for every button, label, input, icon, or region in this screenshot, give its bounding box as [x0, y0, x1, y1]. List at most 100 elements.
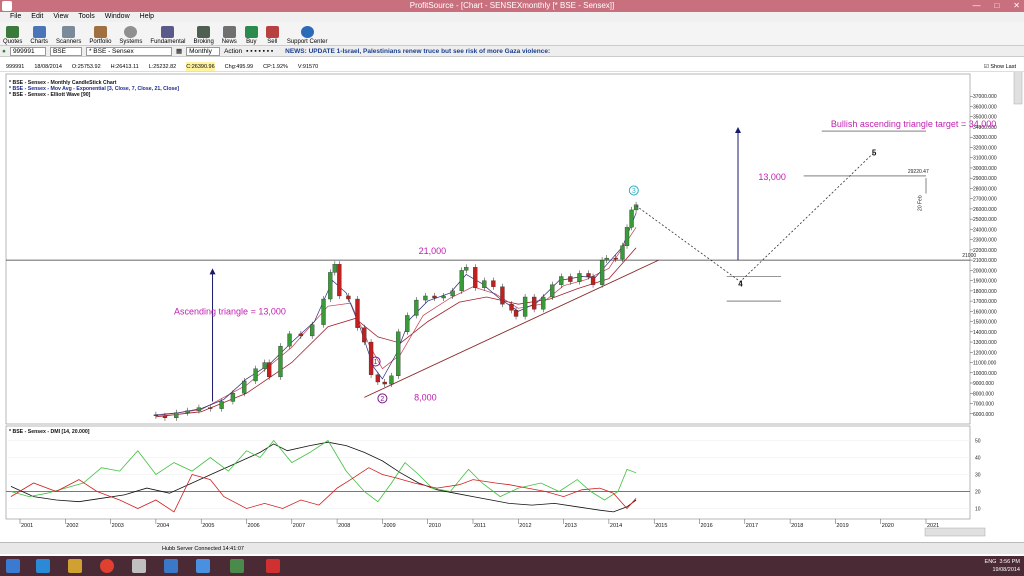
candle-body — [185, 410, 190, 413]
candle-body — [253, 368, 258, 382]
period-select[interactable]: Monthly — [186, 46, 221, 56]
toolbar-small-icons[interactable]: ▪ ▪ ▪ ▪ ▪ ▪ ▪ — [246, 47, 274, 55]
info-volume: V:91570 — [297, 64, 319, 70]
language-indicator: ENG — [984, 559, 997, 565]
symbol-bar: ● 999991 BSE * BSE - Sensex ▦ Monthly Ac… — [0, 46, 1024, 57]
y-tick-label: 28000.000 — [973, 186, 997, 192]
symbol-name-input[interactable]: * BSE - Sensex — [85, 46, 172, 56]
skype-icon[interactable] — [196, 559, 210, 573]
candle-body — [362, 327, 367, 343]
quotes-button[interactable]: Quotes — [3, 22, 22, 45]
sell-button[interactable]: Sell — [265, 22, 279, 45]
candle-body — [230, 393, 236, 402]
wave-label-circle — [628, 185, 639, 196]
menu-file[interactable]: File — [10, 13, 22, 20]
candle-body — [432, 295, 437, 299]
y-tick-label: 15000.000 — [973, 320, 997, 326]
menu-edit[interactable]: Edit — [31, 13, 44, 20]
folder-icon[interactable] — [68, 559, 82, 573]
candle-body — [532, 296, 537, 310]
candle-body — [613, 257, 618, 260]
candle-body — [219, 401, 224, 409]
y-tick-label: 6000.000 — [973, 412, 994, 418]
x-tick-label: 2008 — [338, 523, 350, 529]
price-chart[interactable]: 37000.00036000.00035000.00034000.0003300… — [0, 72, 1024, 542]
app-logo-icon — [2, 1, 12, 11]
show-last-checkbox[interactable]: ☑ Show Last — [983, 64, 1016, 70]
annotation-2: 21,000 — [419, 246, 447, 256]
vertical-scrollbar — [1013, 72, 1023, 105]
sell-icon — [265, 26, 279, 38]
x-tick-label: 2013 — [565, 523, 577, 529]
minimize-icon[interactable]: — — [972, 1, 981, 10]
x-tick-label: 2019 — [836, 523, 848, 529]
candle-body — [459, 270, 464, 291]
y-tick-label: 14000.000 — [973, 330, 997, 336]
ie-icon[interactable] — [36, 559, 50, 573]
portfolio-button[interactable]: Portfolio — [89, 22, 111, 45]
candle-body — [423, 295, 428, 301]
menu-help[interactable]: Help — [139, 13, 155, 20]
word-icon[interactable] — [164, 559, 178, 573]
candle-body — [509, 304, 514, 311]
help-icon — [300, 26, 314, 38]
y-tick-label: 18000.000 — [973, 289, 997, 295]
broking-button[interactable]: Broking — [193, 22, 214, 45]
charts-icon — [32, 26, 46, 38]
profitsource-icon[interactable] — [266, 559, 280, 573]
candle-body — [355, 298, 360, 328]
chart-icon[interactable]: ▦ — [175, 48, 183, 55]
candle-body — [599, 259, 605, 285]
clock-date: 19/08/2014 — [992, 567, 1020, 573]
wave-label-4: 4 — [738, 280, 743, 289]
go-icon[interactable]: ● — [2, 47, 6, 55]
chrome-icon[interactable] — [100, 559, 114, 573]
systems-button[interactable]: Systems — [119, 22, 142, 45]
wave-label-3: 3 — [632, 188, 636, 195]
candle-body — [568, 276, 573, 282]
title-bar: ProfitSource - [Chart - SENSEXmonthly [*… — [0, 0, 1024, 12]
news-icon — [222, 26, 236, 38]
x-tick-label: 2006 — [248, 523, 260, 529]
y-tick-label: 13000.000 — [973, 340, 997, 346]
close-icon[interactable]: ✕ — [1013, 1, 1020, 10]
news-button[interactable]: News — [222, 22, 237, 45]
menu-view[interactable]: View — [53, 13, 69, 20]
symbol-code-input[interactable]: 999991 — [9, 46, 46, 56]
start-icon[interactable] — [6, 559, 20, 573]
x-tick-label: 2012 — [519, 523, 531, 529]
news-ticker[interactable]: NEWS: UPDATE 1-Israel, Palestinians rene… — [285, 47, 551, 55]
y-tick-label: 29000.000 — [973, 176, 997, 182]
candle-body — [473, 267, 478, 288]
info-date: 18/08/2014 — [34, 64, 62, 70]
buy-button[interactable]: Buy — [244, 22, 258, 45]
candle-body — [153, 414, 159, 416]
y-tick-label: 34000.000 — [973, 125, 997, 131]
candle-body — [337, 264, 342, 297]
dmi-y-tick-label: 10 — [975, 507, 981, 513]
x-tick-label: 2011 — [474, 523, 486, 529]
fundamental-icon — [161, 26, 175, 38]
y-tick-label: 32000.000 — [973, 145, 997, 151]
exchange-select[interactable]: BSE — [49, 46, 82, 56]
y-tick-label: 21000.000 — [973, 258, 997, 264]
maximize-icon[interactable]: □ — [994, 1, 1000, 10]
x-tick-label: 2003 — [112, 523, 124, 529]
charts-button[interactable]: Charts — [30, 22, 48, 45]
action-menu[interactable]: Action — [224, 47, 243, 55]
fundamental-button[interactable]: Fundamental — [150, 22, 185, 45]
y-tick-label: 10000.000 — [973, 371, 997, 377]
support-center-button[interactable]: Support Center — [287, 22, 328, 45]
scanners-button[interactable]: Scanners — [56, 22, 81, 45]
candle-body — [328, 272, 333, 300]
y-tick-label: 25000.000 — [973, 217, 997, 223]
menu-bar: File Edit View Tools Window Help — [0, 12, 1024, 22]
menu-tools[interactable]: Tools — [78, 13, 95, 20]
candle-body — [389, 375, 394, 385]
calculator-icon[interactable] — [132, 559, 146, 573]
candle-body — [522, 296, 528, 317]
menu-window[interactable]: Window — [104, 13, 130, 20]
candle-body — [604, 257, 609, 261]
app-go-icon[interactable] — [230, 559, 244, 573]
wave-label-5: 5 — [872, 149, 877, 158]
